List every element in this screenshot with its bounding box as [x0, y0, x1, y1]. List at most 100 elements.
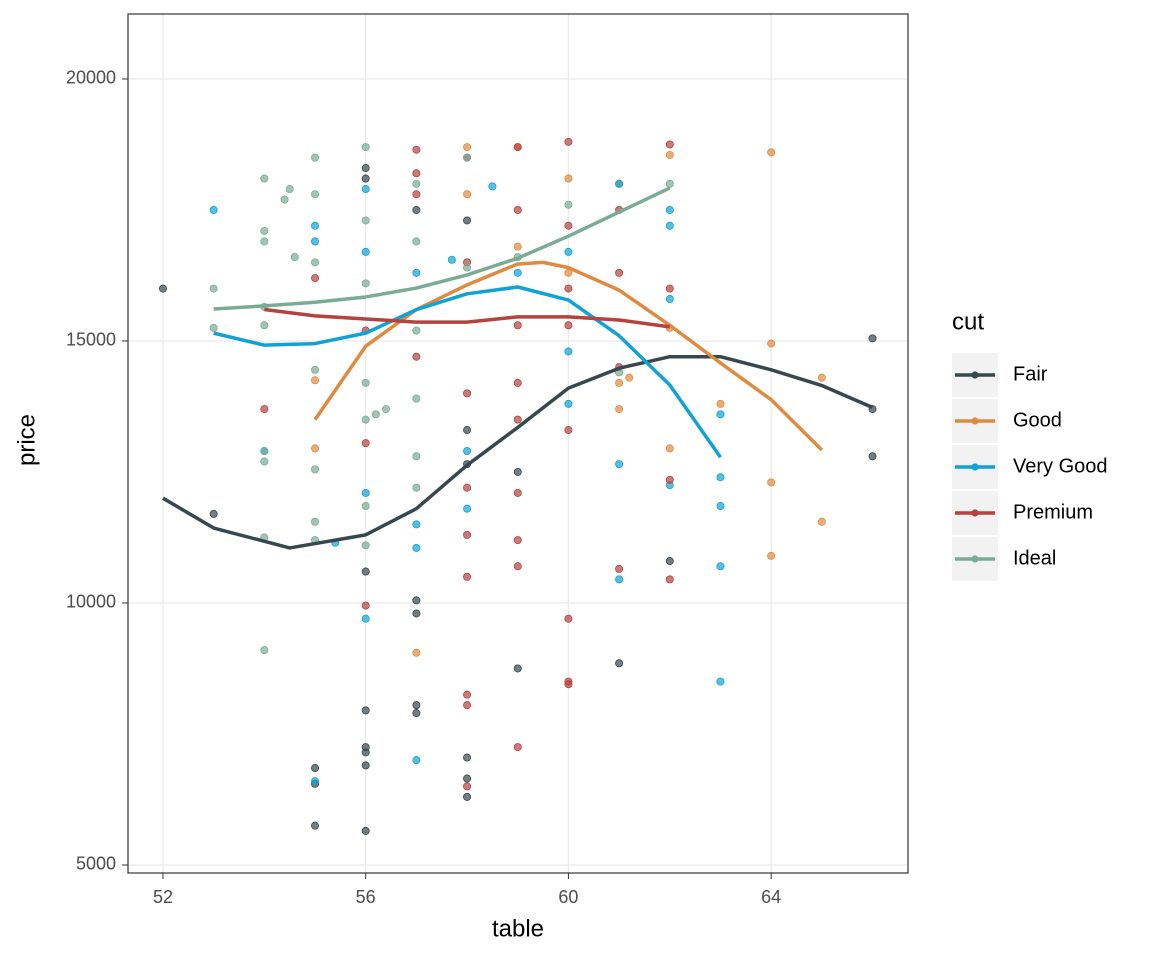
point [615, 268, 624, 277]
legend-label: Ideal [1013, 547, 1056, 569]
point [665, 150, 674, 159]
point [513, 664, 522, 673]
legend-key-point [971, 509, 979, 517]
point [716, 562, 725, 571]
point [260, 226, 269, 235]
point [311, 376, 320, 385]
point [513, 205, 522, 214]
point [463, 782, 472, 791]
point [615, 460, 624, 469]
point [361, 601, 370, 610]
point [488, 182, 497, 191]
point [412, 648, 421, 657]
point [361, 761, 370, 770]
point [311, 517, 320, 526]
point [665, 221, 674, 230]
point [564, 426, 573, 435]
point [412, 452, 421, 461]
point [615, 179, 624, 188]
point [665, 557, 674, 566]
legend-label: Fair [1013, 363, 1048, 385]
point [463, 504, 472, 513]
point [361, 826, 370, 835]
y-tick-label: 10000 [66, 592, 116, 612]
point [564, 137, 573, 146]
point [564, 174, 573, 183]
point [767, 551, 776, 560]
point [412, 169, 421, 178]
x-tick-label: 64 [761, 887, 781, 907]
point [412, 543, 421, 552]
point [412, 609, 421, 618]
point [463, 389, 472, 398]
point [513, 268, 522, 277]
point [564, 614, 573, 623]
point [767, 148, 776, 157]
point [361, 174, 370, 183]
point [361, 748, 370, 757]
point [817, 373, 826, 382]
point [463, 143, 472, 152]
point [361, 502, 370, 511]
fit-line [264, 307, 671, 329]
point [817, 517, 826, 526]
point [361, 567, 370, 576]
x-tick-label: 52 [153, 887, 173, 907]
point [361, 415, 370, 424]
point [311, 764, 320, 773]
point [564, 247, 573, 256]
point [463, 426, 472, 435]
point [513, 242, 522, 251]
point [361, 185, 370, 194]
point [260, 457, 269, 466]
point [412, 268, 421, 277]
point [361, 143, 370, 152]
point [311, 444, 320, 453]
point [564, 347, 573, 356]
point [716, 502, 725, 511]
point [615, 659, 624, 668]
point [665, 575, 674, 584]
point [412, 190, 421, 199]
point [260, 321, 269, 330]
point [361, 247, 370, 256]
point [665, 205, 674, 214]
point [868, 452, 877, 461]
point [412, 145, 421, 154]
point [463, 483, 472, 492]
point [285, 185, 294, 194]
point [564, 221, 573, 230]
point [564, 399, 573, 408]
point [311, 221, 320, 230]
legend-label: Very Good [1013, 455, 1108, 477]
point [412, 709, 421, 718]
point [412, 179, 421, 188]
point [716, 410, 725, 419]
point [665, 179, 674, 188]
point [361, 216, 370, 225]
point [280, 195, 289, 204]
point [463, 792, 472, 801]
point [412, 701, 421, 710]
point [260, 646, 269, 655]
point [665, 475, 674, 484]
point [767, 339, 776, 348]
point [311, 777, 320, 786]
point [463, 530, 472, 539]
point [463, 263, 472, 272]
point [412, 352, 421, 361]
point [361, 279, 370, 288]
point [311, 821, 320, 830]
y-tick-label: 20000 [66, 68, 116, 88]
point [412, 756, 421, 765]
point [625, 373, 634, 382]
y-axis-title: price [13, 414, 40, 466]
point [665, 444, 674, 453]
point [513, 321, 522, 330]
point [564, 321, 573, 330]
point [716, 677, 725, 686]
point [361, 164, 370, 173]
point [412, 394, 421, 403]
point [463, 572, 472, 581]
